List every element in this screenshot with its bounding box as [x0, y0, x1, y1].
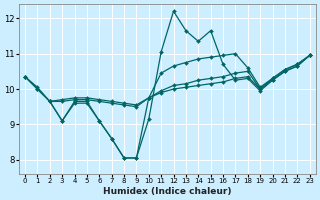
X-axis label: Humidex (Indice chaleur): Humidex (Indice chaleur) — [103, 187, 232, 196]
